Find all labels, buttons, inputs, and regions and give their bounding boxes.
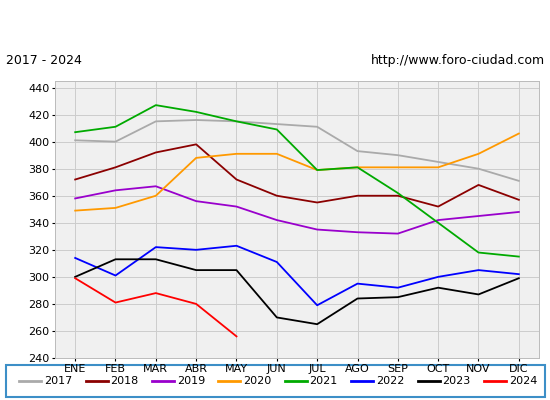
Text: http://www.foro-ciudad.com: http://www.foro-ciudad.com [370, 54, 544, 67]
Text: 2024: 2024 [509, 376, 537, 386]
Text: 2019: 2019 [177, 376, 205, 386]
FancyBboxPatch shape [6, 365, 544, 397]
Text: 2021: 2021 [310, 376, 338, 386]
Text: Evolucion del paro registrado en Magán: Evolucion del paro registrado en Magán [96, 13, 454, 31]
Text: 2017 - 2024: 2017 - 2024 [6, 54, 81, 67]
Text: 2020: 2020 [243, 376, 272, 386]
Text: 2022: 2022 [376, 376, 404, 386]
Text: 2018: 2018 [111, 376, 139, 386]
Text: 2017: 2017 [44, 376, 72, 386]
Text: 2023: 2023 [442, 376, 471, 386]
